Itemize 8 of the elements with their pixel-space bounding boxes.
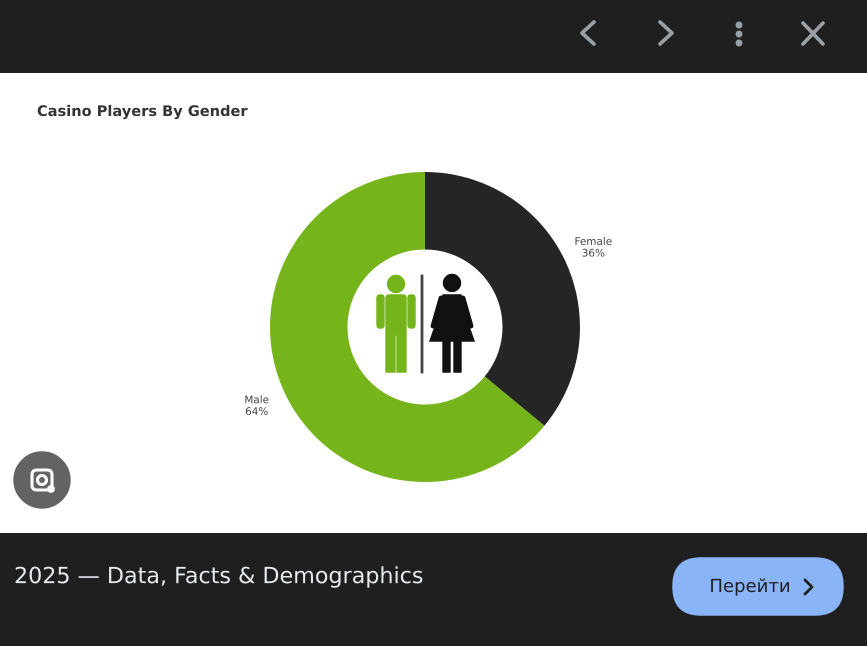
slice-label: Male [245, 395, 268, 404]
text: Перейти [711, 578, 789, 596]
data-label: 36% [582, 248, 604, 257]
donut-slice [270, 172, 544, 482]
slice-label: Female [575, 236, 612, 245]
text: 2025 — Data, Facts & Demographics [16, 566, 422, 588]
data-label: 64% [246, 407, 268, 416]
chart-title: Casino Players By Gender [38, 104, 248, 120]
